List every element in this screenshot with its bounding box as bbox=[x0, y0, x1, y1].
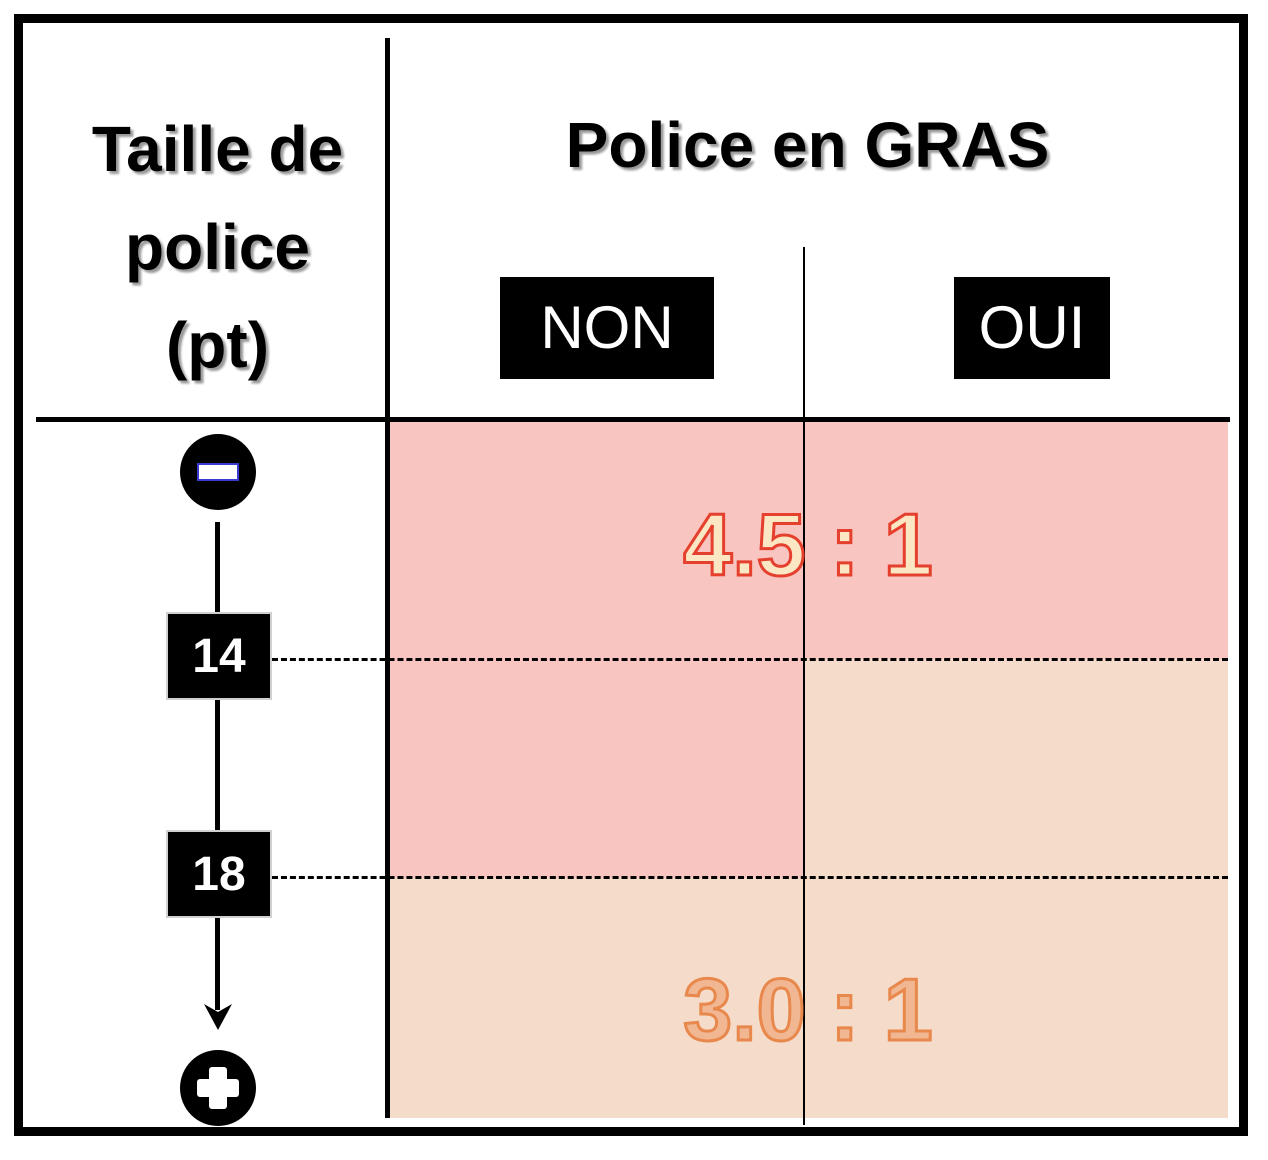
marker-18: 18 bbox=[166, 830, 272, 918]
bold-font-title: Police en GRAS bbox=[565, 109, 1050, 181]
zone-low-ratio-bottom bbox=[390, 878, 1228, 1118]
column-tag-oui: OUI bbox=[954, 277, 1110, 379]
font-size-title-line-1: Taille de bbox=[91, 113, 344, 185]
plus-icon bbox=[180, 1050, 256, 1126]
left-divider bbox=[385, 38, 390, 1118]
zone-low-ratio-oui bbox=[805, 659, 1228, 878]
font-size-title-line-2: police bbox=[125, 211, 310, 283]
threshold-line-14 bbox=[272, 658, 1228, 661]
threshold-line-18 bbox=[272, 876, 1228, 879]
zone-high-ratio-top bbox=[390, 421, 1228, 659]
ratio-high: 4.5 : 1 bbox=[682, 494, 934, 596]
column-divider bbox=[803, 247, 805, 1125]
header-divider bbox=[36, 417, 1230, 422]
scale-axis bbox=[215, 522, 220, 1010]
minus-icon bbox=[180, 434, 256, 510]
marker-14: 14 bbox=[166, 612, 272, 700]
ratio-low: 3.0 : 1 bbox=[682, 959, 934, 1061]
zone-high-ratio-non bbox=[390, 659, 805, 878]
arrow-down-icon bbox=[204, 1004, 232, 1030]
font-size-title-line-3: (pt) bbox=[165, 309, 270, 381]
column-tag-non: NON bbox=[500, 277, 714, 379]
font-size-title: Taille de police (pt) bbox=[40, 100, 395, 394]
